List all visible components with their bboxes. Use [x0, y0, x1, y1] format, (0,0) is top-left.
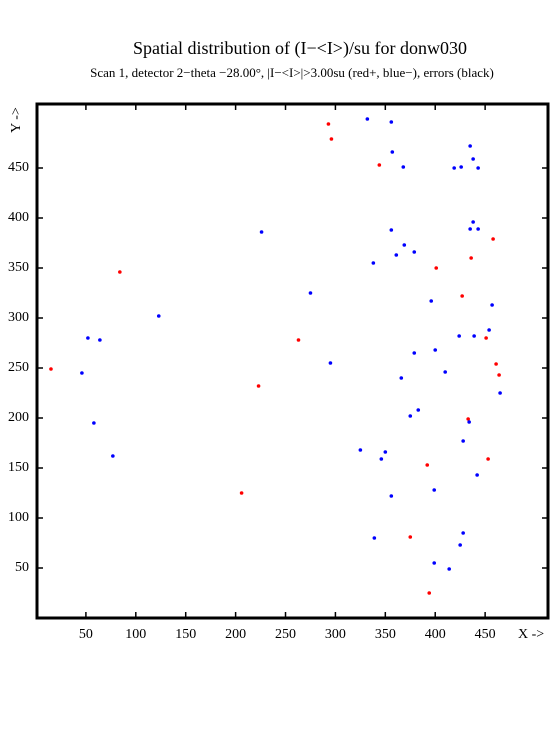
point	[459, 165, 463, 169]
point	[371, 261, 376, 265]
point	[401, 165, 406, 169]
point	[308, 291, 313, 295]
point	[468, 144, 472, 148]
point	[429, 299, 434, 303]
point	[383, 450, 388, 454]
y-tick-label: 250	[8, 360, 29, 375]
point	[390, 150, 395, 154]
point	[365, 117, 370, 121]
point	[458, 543, 462, 547]
point	[256, 384, 261, 388]
point	[329, 137, 334, 141]
y-tick-label: 400	[8, 210, 29, 225]
point	[433, 348, 438, 352]
point	[92, 421, 96, 425]
point	[328, 361, 333, 365]
point	[156, 314, 161, 318]
y-tick-label: 100	[8, 510, 29, 525]
y-axis-label: Y ->	[9, 107, 24, 133]
point	[432, 561, 437, 565]
point	[377, 163, 382, 167]
x-axis-label: X ->	[518, 627, 544, 642]
point	[389, 228, 394, 232]
point	[472, 334, 476, 338]
x-tick-label: 50	[79, 627, 93, 642]
x-tick-label: 400	[425, 627, 446, 642]
plot-frame	[35, 102, 550, 620]
point	[497, 373, 501, 377]
point	[490, 303, 494, 307]
point	[467, 420, 471, 424]
point	[408, 535, 413, 539]
point	[98, 338, 102, 342]
point	[379, 457, 384, 461]
point	[118, 270, 122, 274]
point	[457, 334, 461, 338]
point	[461, 531, 465, 535]
point	[412, 351, 417, 355]
point	[452, 166, 456, 170]
y-tick-label: 300	[8, 310, 29, 325]
point	[447, 567, 451, 571]
point	[494, 362, 498, 366]
point	[402, 243, 407, 247]
y-tick-label: 350	[8, 260, 29, 275]
point	[475, 473, 479, 477]
point	[476, 227, 480, 231]
point	[239, 491, 244, 495]
point	[491, 237, 495, 241]
point	[468, 227, 472, 231]
point	[412, 250, 417, 254]
point	[443, 370, 448, 374]
point	[408, 414, 413, 418]
point	[460, 294, 464, 298]
x-tick-label: 200	[225, 627, 246, 642]
point	[111, 454, 115, 458]
point	[427, 591, 432, 595]
point	[469, 256, 473, 260]
point	[296, 338, 301, 342]
x-tick-label: 250	[275, 627, 296, 642]
point	[372, 536, 377, 540]
point	[326, 122, 331, 126]
point	[358, 448, 363, 452]
point	[425, 463, 430, 467]
point	[461, 439, 465, 443]
point	[49, 367, 53, 371]
point	[389, 120, 394, 124]
chart-title: Spatial distribution of (I−<I>)/su for d…	[133, 38, 467, 59]
y-tick-label: 450	[8, 160, 29, 175]
y-tick-label: 150	[8, 460, 29, 475]
point	[389, 494, 394, 498]
point	[487, 328, 491, 332]
point	[476, 166, 480, 170]
point	[432, 488, 437, 492]
point	[498, 391, 502, 395]
x-tick-label: 350	[375, 627, 396, 642]
point	[259, 230, 264, 234]
point	[486, 457, 490, 461]
x-tick-label: 100	[125, 627, 146, 642]
y-tick-label: 50	[15, 560, 29, 575]
point	[471, 220, 475, 224]
x-tick-label: 150	[175, 627, 196, 642]
point	[471, 157, 475, 161]
y-tick-label: 200	[8, 410, 29, 425]
point	[434, 266, 439, 270]
point	[399, 376, 404, 380]
chart-subtitle: Scan 1, detector 2−theta −28.00°, |I−<I>…	[90, 65, 494, 80]
x-tick-label: 300	[325, 627, 346, 642]
point	[86, 336, 90, 340]
point	[80, 371, 84, 375]
x-tick-label: 450	[475, 627, 496, 642]
point	[466, 417, 470, 421]
point	[484, 336, 488, 340]
point	[416, 408, 421, 412]
point	[394, 253, 399, 257]
